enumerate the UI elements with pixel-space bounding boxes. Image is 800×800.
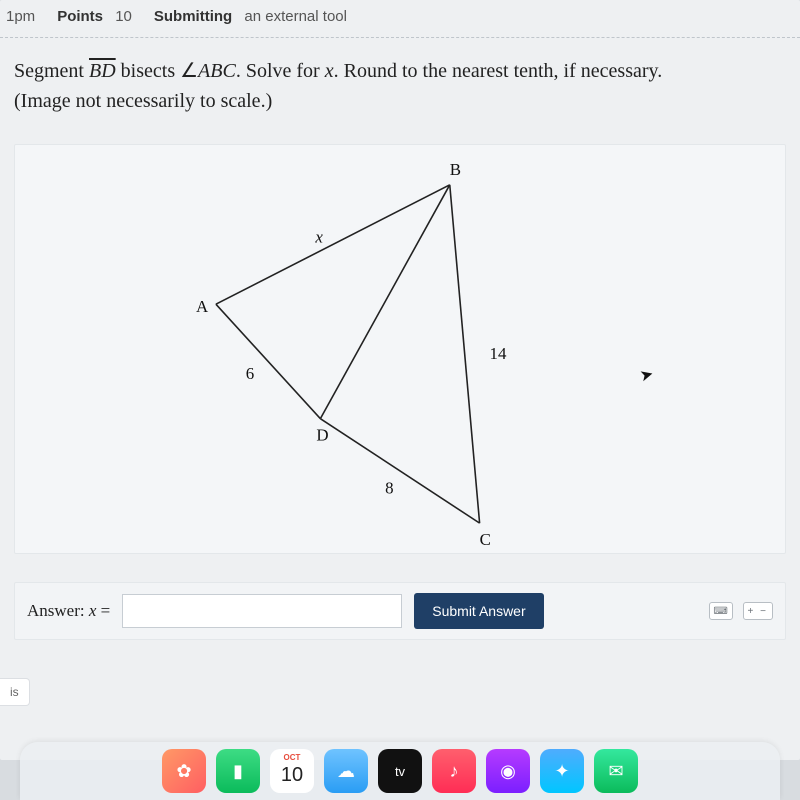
answer-label: Answer: x =	[27, 601, 110, 621]
dock-calendar-icon[interactable]: OCT 10	[270, 749, 314, 793]
dock-icloud-icon[interactable]: ☁	[324, 749, 368, 793]
answer-prefix: Answer:	[27, 601, 89, 620]
edge-D-A	[216, 304, 320, 418]
side-label-x: x	[314, 228, 323, 247]
dock-music-icon[interactable]: ♪	[432, 749, 476, 793]
q-text: bisects ∠	[116, 60, 198, 82]
due-time: 1pm	[6, 8, 35, 25]
plus-minus-icon[interactable]: + −	[743, 602, 773, 620]
side-label-6: 6	[246, 364, 254, 383]
dock-messages-icon[interactable]: ✉	[594, 749, 638, 793]
vertex-label-C: C	[480, 530, 491, 549]
question-text: Segment BD bisects ∠ABC. Solve for x. Ro…	[14, 56, 786, 116]
submitting-value: an external tool	[244, 8, 347, 25]
answer-row: Answer: x = Submit Answer ⌨ + −	[14, 582, 786, 640]
keyboard-icon[interactable]: ⌨	[709, 602, 733, 620]
q-text: . Round to the nearest tenth, if necessa…	[334, 60, 663, 82]
edge-B-C	[450, 185, 480, 523]
assignment-meta-bar: 1pm Points 10 Submitting an external too…	[0, 0, 800, 37]
side-label-14: 14	[490, 344, 507, 363]
submit-answer-button[interactable]: Submit Answer	[414, 593, 543, 629]
edge-C-D	[320, 419, 479, 523]
left-edge-tab[interactable]: is	[0, 678, 30, 706]
assignment-screen: 1pm Points 10 Submitting an external too…	[0, 0, 800, 760]
answer-input[interactable]	[122, 594, 402, 628]
submitting-group: Submitting an external tool	[154, 8, 347, 25]
vertex-label-A: A	[196, 297, 209, 316]
input-tools: ⌨ + −	[709, 602, 773, 620]
dock-facetime-icon[interactable]: ▮	[216, 749, 260, 793]
macos-dock: ✿▮ OCT 10 ☁tv♪◉✦✉	[20, 742, 780, 800]
dock-appletv-icon[interactable]: tv	[378, 749, 422, 793]
calendar-month: OCT	[270, 753, 314, 762]
q-note: (Image not necessarily to scale.)	[14, 90, 272, 112]
dock-safari-icon[interactable]: ✦	[540, 749, 584, 793]
dock-photos-icon[interactable]: ✿	[162, 749, 206, 793]
triangle-diagram: A B C Dx 6 8 14	[14, 144, 786, 554]
q-text: Segment	[14, 60, 89, 82]
vertex-label-D: D	[316, 426, 328, 445]
points-group: Points 10	[57, 8, 132, 25]
segment-bd: BD	[89, 60, 116, 82]
angle-abc: ABC	[198, 60, 236, 82]
side-label-8: 8	[385, 478, 393, 497]
divider-line	[0, 37, 800, 38]
variable-x: x	[325, 60, 334, 82]
dock-podcasts-icon[interactable]: ◉	[486, 749, 530, 793]
edge-A-B	[216, 185, 450, 304]
edge-B-D	[320, 185, 449, 419]
answer-eq: =	[96, 601, 110, 620]
submitting-label: Submitting	[154, 8, 232, 25]
points-value: 10	[115, 8, 132, 25]
calendar-day: 10	[281, 764, 303, 787]
q-text: . Solve for	[236, 60, 325, 82]
vertex-label-B: B	[450, 160, 461, 179]
points-label: Points	[57, 8, 103, 25]
question-content: Segment BD bisects ∠ABC. Solve for x. Ro…	[0, 56, 800, 640]
